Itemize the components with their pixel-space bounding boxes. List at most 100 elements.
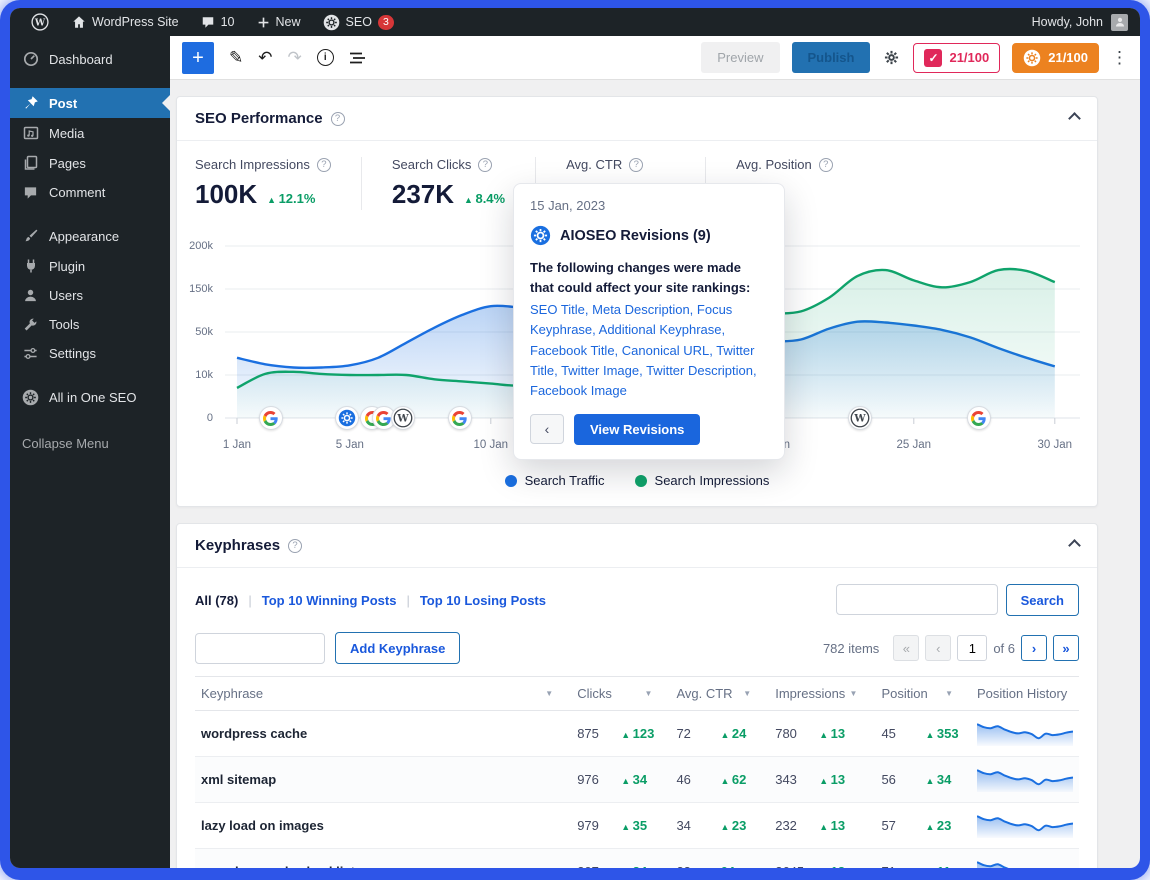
aioseo-gear-icon [530, 225, 551, 246]
chart-hover-tooltip: 15 Jan, 2023 AIOSEO Revisions (9) The fo… [513, 183, 785, 460]
svg-text:W: W [854, 414, 867, 425]
ctr-delta: 24 [720, 726, 746, 741]
help-icon[interactable] [316, 157, 331, 172]
first-page-button[interactable]: « [893, 635, 920, 661]
table-row[interactable]: wordpress cache 875 123 72 24 780 13 45 353 [195, 710, 1079, 757]
collapse-menu-button[interactable]: Collapse Menu [22, 436, 109, 451]
filter-top-winning[interactable]: Top 10 Winning Posts [261, 592, 397, 608]
settings-gear-icon[interactable] [882, 48, 901, 67]
comments-menu[interactable]: 10 [193, 8, 243, 36]
sidebar-item-media[interactable]: Media [10, 118, 170, 148]
add-keyphrase-button[interactable]: Add Keyphrase [335, 632, 461, 664]
table-row[interactable]: xml sitemap 976 34 46 62 343 13 56 34 [195, 756, 1079, 803]
redo-icon[interactable]: ↷ [287, 47, 302, 67]
sort-caret-icon[interactable]: ▼ [545, 689, 554, 698]
sidebar-item-comment[interactable]: Comment [10, 178, 170, 207]
chart-marker-google-icon[interactable] [966, 406, 991, 430]
position-history-sparkline [976, 719, 1074, 749]
column-header-clicks[interactable]: Clicks ▼ [571, 676, 671, 711]
chart-marker-wordpress-icon[interactable]: W [848, 406, 873, 430]
sidebar-item-dashboard[interactable]: Dashboard [10, 44, 170, 74]
chart-marker-google-icon[interactable] [258, 406, 283, 430]
last-page-button[interactable]: » [1053, 635, 1079, 661]
help-icon[interactable] [288, 538, 303, 553]
more-options-icon[interactable]: ⋮ [1111, 47, 1128, 67]
sort-caret-icon[interactable]: ▼ [743, 689, 752, 698]
metric-label: Search Impressions [195, 157, 310, 172]
sidebar-item-tools[interactable]: Tools [10, 310, 170, 339]
edit-pencil-icon[interactable]: ✎ [229, 47, 244, 67]
new-keyphrase-input[interactable] [195, 632, 325, 664]
legend-item[interactable]: Search Impressions [634, 473, 769, 488]
collapse-panel-icon[interactable] [1068, 112, 1081, 125]
filter-top-losing[interactable]: Top 10 Losing Posts [419, 592, 546, 608]
column-header-avg-ctr[interactable]: Avg. CTR ▼ [670, 676, 770, 711]
site-menu[interactable]: WordPress Site [64, 8, 187, 36]
collapse-panel-icon[interactable] [1068, 539, 1081, 552]
help-icon[interactable] [818, 157, 833, 172]
seo-label: SEO [345, 15, 372, 29]
preview-button[interactable]: Preview [701, 42, 780, 73]
keyphrase-search-input[interactable] [835, 584, 998, 615]
comment-count: 10 [220, 15, 235, 29]
search-button[interactable]: Search [1005, 584, 1079, 616]
chart-marker-wordpress-icon[interactable]: W [391, 406, 416, 430]
sort-caret-icon[interactable]: ▼ [945, 689, 953, 698]
sidebar-item-all-in-one-seo[interactable]: All in One SEO [10, 382, 170, 413]
prev-page-button[interactable]: ‹ [925, 635, 952, 661]
column-header-impressions[interactable]: Impressions ▼ [769, 676, 876, 711]
help-icon[interactable] [478, 157, 493, 172]
tooltip-revision-links[interactable]: SEO Title, Meta Description, Focus Keyph… [530, 302, 757, 398]
keyphrases-table: Keyphrase ▼ Clicks ▼ Avg. CTR ▼ Impressions… [195, 676, 1079, 868]
next-page-button[interactable]: › [1021, 635, 1047, 661]
howdy-menu[interactable]: Howdy, John [1031, 15, 1103, 29]
table-row[interactable]: lazy load on images 979 35 34 23 232 13 57 2… [195, 802, 1079, 849]
sort-caret-icon[interactable]: ▼ [849, 689, 858, 698]
sidebar-item-appearance[interactable]: Appearance [10, 221, 170, 251]
chart-marker-google-icon[interactable] [447, 406, 472, 430]
new-menu[interactable]: New [249, 8, 309, 36]
sidebar-item-users[interactable]: Users [10, 281, 170, 310]
info-icon[interactable]: i [316, 49, 334, 66]
sort-caret-icon[interactable]: ▼ [644, 689, 653, 698]
view-revisions-button[interactable]: View Revisions [574, 413, 701, 445]
ctr-value: 34 [676, 818, 691, 833]
filter-all[interactable]: All (78) [195, 592, 239, 608]
column-header-position[interactable]: Position ▼ [875, 676, 971, 711]
sidebar-item-label: Dashboard [49, 51, 113, 67]
x-axis-tick: 10 Jan [473, 439, 509, 451]
wrench-icon [22, 317, 39, 332]
aioseo-gear-icon [1023, 49, 1041, 66]
avatar[interactable] [1111, 13, 1128, 31]
wordpress-logo-icon[interactable]: W [22, 8, 58, 36]
position-value: 57 [881, 818, 896, 833]
sidebar-item-label: Appearance [49, 228, 120, 244]
sidebar-item-settings[interactable]: Settings [10, 339, 170, 368]
help-icon[interactable] [629, 157, 644, 172]
sidebar-item-post[interactable]: Post [10, 88, 170, 118]
list-view-icon[interactable] [349, 51, 366, 65]
table-row[interactable]: search console checklist 307 24 23 64 2645… [195, 848, 1079, 868]
sidebar-item-label: Comment [49, 185, 106, 200]
page-count: of 6 [993, 640, 1015, 656]
publish-button[interactable]: Publish [791, 42, 871, 73]
help-icon[interactable] [330, 111, 345, 126]
undo-icon[interactable]: ↶ [258, 47, 273, 67]
tooltip-back-button[interactable]: ‹ [530, 414, 564, 445]
clicks-delta: 34 [621, 772, 647, 787]
truseo-score-badge[interactable]: ✓ 21/100 [913, 42, 1001, 73]
filter-separator: | [248, 592, 252, 608]
aioseo-score: 21/100 [1048, 50, 1088, 65]
seo-menu[interactable]: SEO 3 [315, 8, 402, 36]
add-block-button[interactable]: + [182, 41, 214, 74]
sidebar-item-label: Users [49, 288, 83, 303]
impressions-value: 780 [775, 726, 797, 741]
column-header-keyphrase[interactable]: Keyphrase ▼ [195, 676, 572, 711]
chart-marker-aioseo-icon[interactable] [334, 406, 359, 430]
current-page-input[interactable] [957, 635, 988, 661]
sidebar-item-plugin[interactable]: Plugin [10, 251, 170, 281]
impressions-delta: 13 [819, 726, 845, 741]
legend-item[interactable]: Search Traffic [504, 473, 605, 488]
sidebar-item-pages[interactable]: Pages [10, 148, 170, 178]
aioseo-score-badge[interactable]: 21/100 [1012, 42, 1099, 73]
